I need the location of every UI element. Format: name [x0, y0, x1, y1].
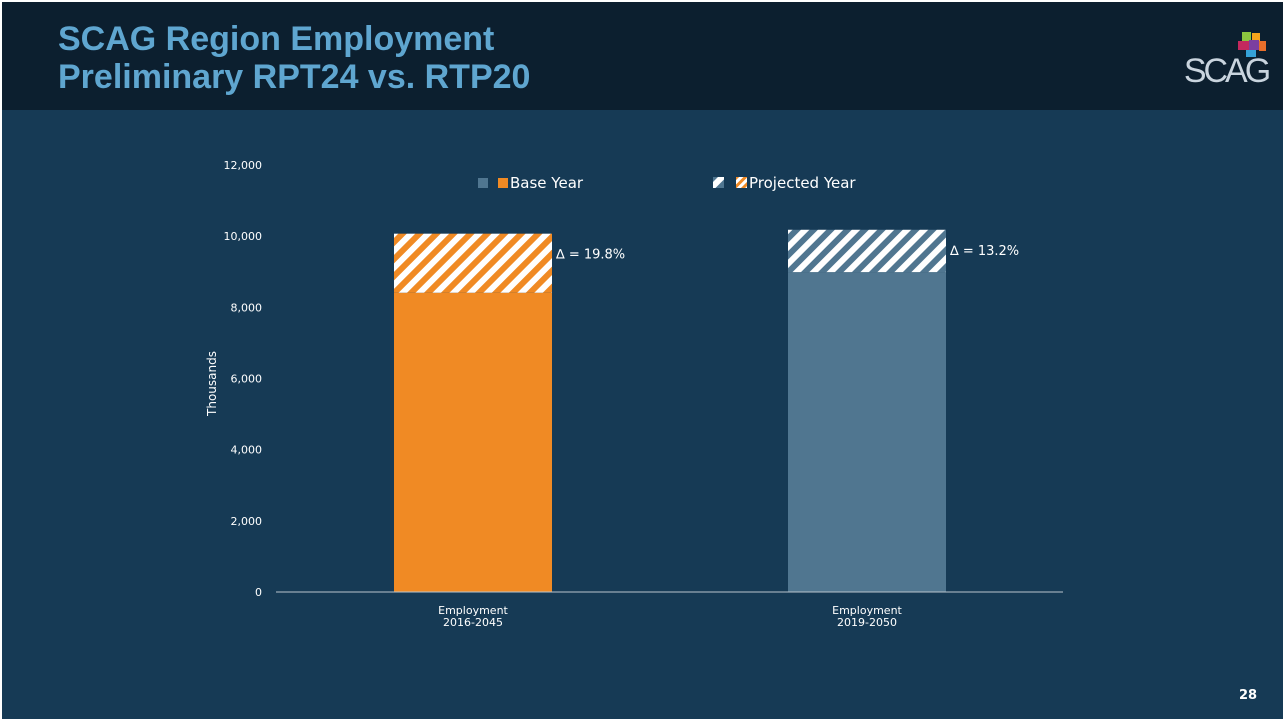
x-category-label: Employment [438, 604, 508, 617]
y-tick-label: 2,000 [231, 515, 263, 528]
legend-swatch-hatch-slate [713, 177, 724, 188]
title-line-2: Preliminary RPT24 vs. RTP20 [58, 58, 531, 96]
delta-annotations: ∆ = 19.8% ∆ = 13.2% [555, 244, 1019, 263]
bar-projected-year [788, 229, 946, 273]
y-tick-label: 12,000 [224, 159, 263, 172]
logo-wordmark: SCAG [1183, 52, 1271, 90]
y-axis-label: Thousands [205, 351, 219, 417]
legend-label-base-year: Base Year [510, 174, 584, 192]
delta-label: ∆ = 19.8% [555, 248, 625, 263]
bar-projected-year [394, 233, 552, 293]
x-category-label: Employment [832, 604, 902, 617]
bars [394, 229, 946, 592]
x-category-label: 2019-2050 [837, 616, 897, 629]
y-tick-label: 0 [255, 586, 262, 599]
legend-swatch-slate [478, 178, 488, 188]
slide-header: SCAG Region Employment Preliminary RPT24… [2, 2, 1283, 110]
y-tick-label: 4,000 [231, 444, 263, 457]
delta-label: ∆ = 13.2% [949, 244, 1019, 259]
legend: Base Year Projected Year [478, 174, 856, 192]
slide-number: 28 [1239, 688, 1258, 703]
slide-title: SCAG Region Employment Preliminary RPT24… [58, 20, 530, 96]
bar-base-year [788, 272, 946, 592]
y-axis: 0 2,000 4,000 6,000 8,000 10,000 12,000 [224, 159, 263, 599]
y-tick-label: 8,000 [231, 301, 263, 314]
scag-logo: SCAG [1180, 30, 1272, 94]
scag-logo-mark-icon [1238, 32, 1266, 57]
legend-label-projected-year: Projected Year [749, 174, 856, 192]
legend-swatch-orange [498, 178, 508, 188]
title-line-1: SCAG Region Employment [58, 20, 495, 58]
y-tick-label: 6,000 [231, 373, 263, 386]
bar-base-year [394, 292, 552, 592]
x-category-label: 2016-2045 [443, 616, 503, 629]
legend-swatch-hatch-orange [736, 177, 747, 188]
y-tick-label: 10,000 [224, 230, 263, 243]
